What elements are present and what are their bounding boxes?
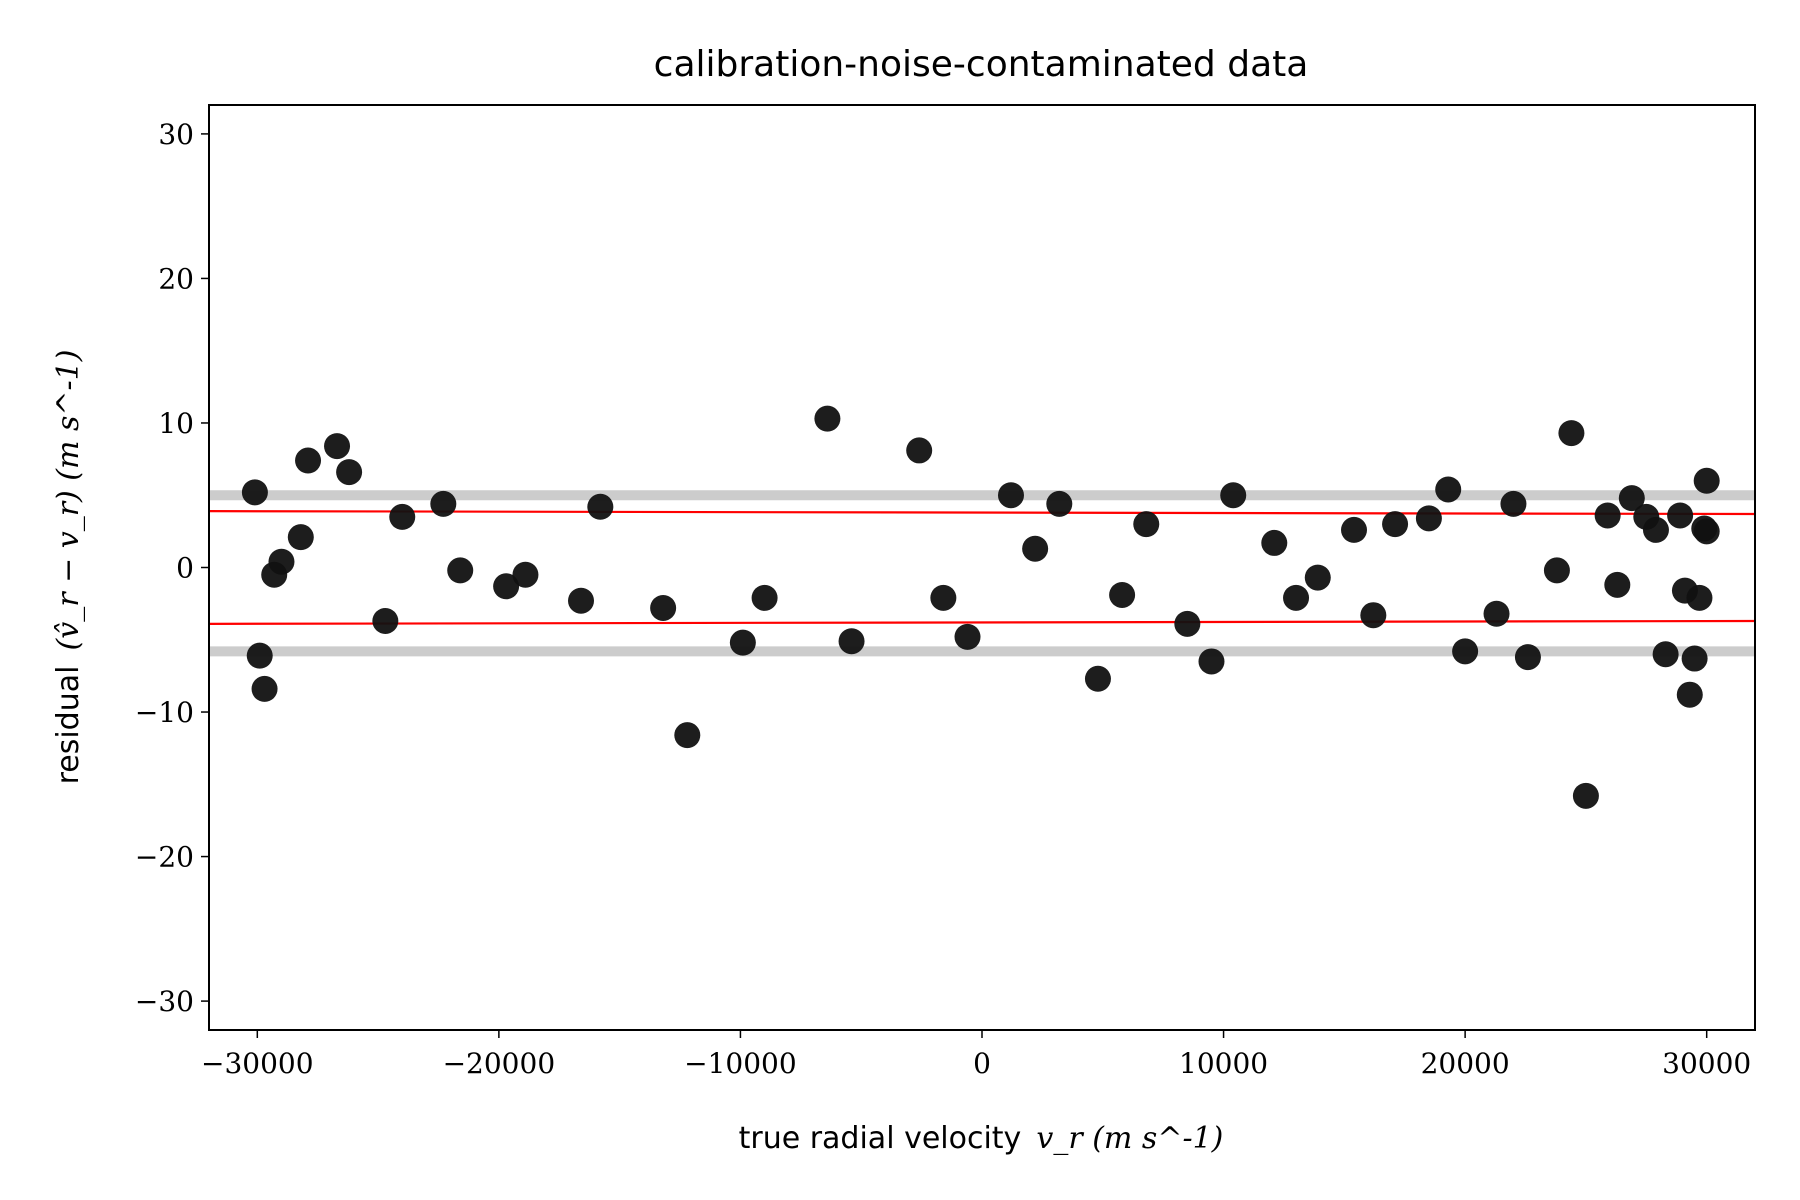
data-point <box>1084 665 1111 692</box>
data-point <box>1693 518 1720 545</box>
x-axis-label: true radial velocity v_r (m s^-1) <box>739 1121 1224 1156</box>
y-tick-label: 10 <box>158 407 194 440</box>
data-point <box>512 561 539 588</box>
x-tick-label: −20000 <box>443 1047 556 1080</box>
data-point <box>287 524 314 551</box>
data-point <box>1452 638 1479 665</box>
data-point <box>447 557 474 584</box>
data-point <box>1109 581 1136 608</box>
data-point <box>1652 641 1679 668</box>
data-point <box>295 447 322 474</box>
plot-frame <box>208 104 1756 1031</box>
fit-line-1 <box>208 619 1756 625</box>
data-point <box>241 479 268 506</box>
data-point <box>997 482 1024 509</box>
data-point <box>674 722 701 749</box>
data-point <box>1572 782 1599 809</box>
y-axis-label-math: (v̂_r − v_r) (m s^-1) <box>51 350 86 651</box>
data-point <box>1543 557 1570 584</box>
data-point <box>1558 420 1585 447</box>
x-tick-label: 0 <box>973 1047 991 1080</box>
data-point <box>1642 516 1669 543</box>
data-point <box>1676 681 1703 708</box>
data-point <box>1304 564 1331 591</box>
data-point <box>268 548 295 575</box>
data-point <box>251 675 278 702</box>
data-point <box>1220 482 1247 509</box>
data-point <box>1382 511 1409 538</box>
data-point <box>1686 584 1713 611</box>
data-point <box>930 584 957 611</box>
y-tick-label: −10 <box>135 696 194 729</box>
data-point <box>336 459 363 486</box>
y-axis-ticks: −30 −20 −10 0 10 20 30 <box>135 118 209 1018</box>
data-point <box>1198 648 1225 675</box>
confidence-bands <box>209 490 1755 657</box>
y-tick-label: 0 <box>176 552 194 585</box>
data-point <box>568 587 595 614</box>
data-point <box>729 629 756 656</box>
data-point <box>1435 476 1462 503</box>
data-point <box>389 503 416 530</box>
chart-title: calibration-noise-contaminated data <box>654 44 1309 85</box>
data-point <box>1341 516 1368 543</box>
data-point <box>324 433 351 460</box>
x-axis-label-text: true radial velocity <box>739 1121 1022 1156</box>
y-tick-label: −30 <box>135 985 194 1018</box>
x-tick-label: 20000 <box>1421 1047 1510 1080</box>
data-point <box>1261 529 1288 556</box>
x-tick-label: −10000 <box>684 1047 797 1080</box>
data-point <box>587 493 614 520</box>
data-point <box>954 623 981 650</box>
data-point <box>1360 602 1387 629</box>
x-tick-label: 30000 <box>1662 1047 1751 1080</box>
y-tick-label: 30 <box>158 118 194 151</box>
data-point <box>1174 610 1201 637</box>
data-points <box>241 405 1720 809</box>
data-point <box>1681 645 1708 672</box>
y-tick-label: 20 <box>158 262 194 295</box>
y-tick-label: −20 <box>135 841 194 874</box>
data-point <box>1500 490 1527 517</box>
data-point <box>372 607 399 634</box>
data-point <box>1483 600 1510 627</box>
y-axis-label: residual (v̂_r − v_r) (m s^-1) <box>51 350 86 785</box>
data-point <box>1022 535 1049 562</box>
data-point <box>1667 502 1694 529</box>
x-axis-ticks: −30000 −20000 −10000 0 10000 20000 30000 <box>201 1030 1751 1080</box>
data-point <box>1283 584 1310 611</box>
data-point <box>838 628 865 655</box>
data-point <box>906 437 933 464</box>
fit-line-0 <box>208 510 1756 516</box>
data-point <box>1514 644 1541 671</box>
data-point <box>493 573 520 600</box>
y-axis-label-text: residual <box>51 666 86 785</box>
x-tick-label: 10000 <box>1179 1047 1268 1080</box>
fit-lines <box>208 510 1756 625</box>
x-tick-label: −30000 <box>201 1047 314 1080</box>
x-axis-label-math: v_r (m s^-1) <box>1036 1121 1223 1156</box>
data-point <box>814 405 841 432</box>
data-point <box>650 594 677 621</box>
data-point <box>1618 485 1645 512</box>
data-point <box>1693 467 1720 494</box>
data-point <box>1133 511 1160 538</box>
data-point <box>246 642 273 669</box>
data-point <box>1415 505 1442 532</box>
data-point <box>430 490 457 517</box>
data-point <box>751 584 778 611</box>
data-point <box>1604 571 1631 598</box>
data-point <box>1046 490 1073 517</box>
data-point <box>1594 502 1621 529</box>
